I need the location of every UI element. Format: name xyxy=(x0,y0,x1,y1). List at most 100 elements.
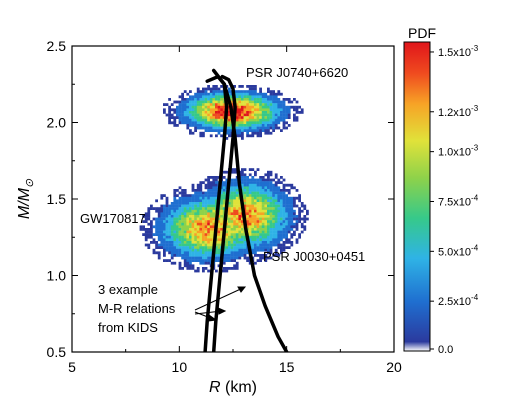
density-cell xyxy=(168,113,171,117)
density-cell xyxy=(230,238,234,242)
density-cell xyxy=(230,202,234,205)
density-cell xyxy=(212,196,216,200)
density-cell xyxy=(170,251,174,255)
density-cell xyxy=(256,178,260,182)
density-cell xyxy=(199,131,203,135)
density-cell xyxy=(248,233,252,236)
density-cell xyxy=(235,134,239,138)
density-cell xyxy=(293,204,296,208)
density-cell xyxy=(181,220,184,223)
density-cell xyxy=(225,225,229,229)
density-cell xyxy=(176,111,179,114)
density-cell xyxy=(251,95,255,99)
density-cell xyxy=(230,243,234,247)
density-cell xyxy=(282,103,286,106)
density-cell xyxy=(274,225,278,229)
density-cell xyxy=(217,126,221,130)
density-cell xyxy=(256,98,260,101)
density-cell xyxy=(238,92,242,96)
density-cell xyxy=(191,209,195,213)
density-cell xyxy=(280,113,283,117)
density-cell xyxy=(220,204,223,208)
density-cell xyxy=(220,105,223,109)
density-cell xyxy=(235,217,239,221)
density-cell xyxy=(235,215,239,218)
density-cell xyxy=(163,194,166,197)
x-tick-label: 15 xyxy=(279,359,295,375)
density-cell xyxy=(264,121,268,125)
density-cell xyxy=(157,222,161,226)
density-cell xyxy=(163,108,166,112)
density-cell xyxy=(212,118,216,122)
density-cell xyxy=(238,98,242,101)
density-cell xyxy=(225,256,229,260)
density-cell xyxy=(246,105,249,109)
density-cell xyxy=(204,212,208,216)
density-cell xyxy=(246,118,249,122)
density-cell xyxy=(274,116,278,119)
density-cell xyxy=(230,209,234,213)
density-cell xyxy=(199,90,203,93)
density-cell xyxy=(178,191,182,195)
density-cell xyxy=(235,118,239,122)
density-cell xyxy=(282,105,286,109)
density-cell xyxy=(215,251,218,255)
density-cell xyxy=(280,103,283,106)
density-cell xyxy=(150,228,153,231)
density-cell xyxy=(261,113,265,117)
density-cell xyxy=(295,204,299,208)
density-cell xyxy=(277,98,281,101)
density-cell xyxy=(217,241,221,244)
density-cell xyxy=(295,108,299,112)
density-cell xyxy=(285,189,288,192)
density-cell xyxy=(274,235,278,239)
density-cell xyxy=(212,85,216,88)
density-cell xyxy=(230,251,234,255)
density-cell xyxy=(147,243,151,247)
density-cell xyxy=(277,241,281,244)
density-cell xyxy=(248,196,252,200)
density-cell xyxy=(207,207,210,210)
density-cell xyxy=(259,111,262,114)
density-cell xyxy=(189,118,192,122)
density-cell xyxy=(194,256,197,260)
density-cell xyxy=(254,183,257,187)
density-cell xyxy=(196,267,200,270)
density-cell xyxy=(282,116,286,119)
density-cell xyxy=(267,111,270,114)
density-cell xyxy=(267,209,270,213)
density-cell xyxy=(285,220,288,223)
density-cell xyxy=(181,204,184,208)
density-cell xyxy=(178,217,182,221)
density-cell xyxy=(261,207,265,210)
density-cell xyxy=(228,230,231,234)
density-cell xyxy=(259,228,262,231)
density-cell xyxy=(152,233,156,236)
density-cell xyxy=(235,124,239,127)
density-cell xyxy=(256,225,260,229)
density-cell xyxy=(290,217,294,221)
density-cell xyxy=(267,121,270,125)
density-cell xyxy=(209,251,213,255)
density-cell xyxy=(215,248,218,252)
density-cell xyxy=(157,217,161,221)
density-cell xyxy=(241,238,244,242)
density-cell xyxy=(293,212,296,216)
density-cell xyxy=(287,196,291,200)
density-cell xyxy=(272,235,275,239)
density-cell xyxy=(191,215,195,218)
density-cell xyxy=(186,113,190,117)
density-cell xyxy=(269,194,273,197)
density-cell xyxy=(295,196,299,200)
density-cell xyxy=(243,173,247,177)
density-cell xyxy=(207,204,210,208)
density-cell xyxy=(176,105,179,109)
density-cell xyxy=(243,90,247,93)
density-cell xyxy=(222,207,226,210)
density-cell xyxy=(251,85,255,88)
density-cell xyxy=(202,233,205,236)
density-cell xyxy=(254,98,257,101)
density-cell xyxy=(269,246,273,249)
density-cell xyxy=(183,118,187,122)
density-cell xyxy=(209,113,213,117)
